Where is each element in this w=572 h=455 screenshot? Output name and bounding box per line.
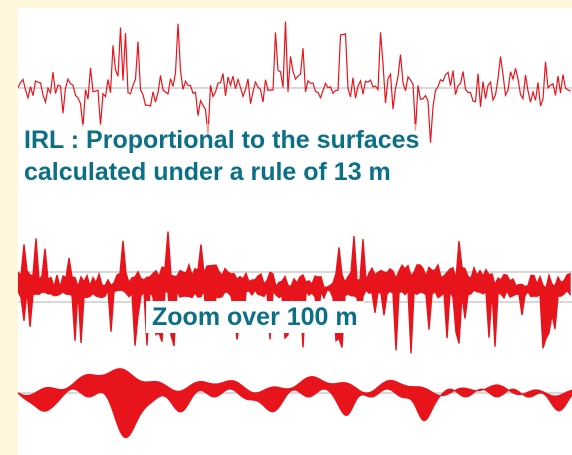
zoom-caption: Zoom over 100 m — [146, 301, 364, 333]
slide-panel: IRL : Proportional to the surfaces calcu… — [18, 8, 572, 455]
irl-caption: IRL : Proportional to the surfaces calcu… — [24, 124, 420, 188]
zoom-100m-profile — [18, 368, 572, 439]
profile-fill-3 — [18, 368, 572, 439]
irl-caption-line1: IRL : Proportional to the surfaces — [24, 126, 420, 154]
irl-surfaces-profile — [18, 231, 572, 354]
profile-trace-1 — [18, 21, 571, 143]
profile-fill-2 — [18, 231, 571, 354]
irl-caption-line2: calculated under a rule of 13 m — [24, 158, 391, 186]
road-profile-line — [18, 21, 572, 143]
